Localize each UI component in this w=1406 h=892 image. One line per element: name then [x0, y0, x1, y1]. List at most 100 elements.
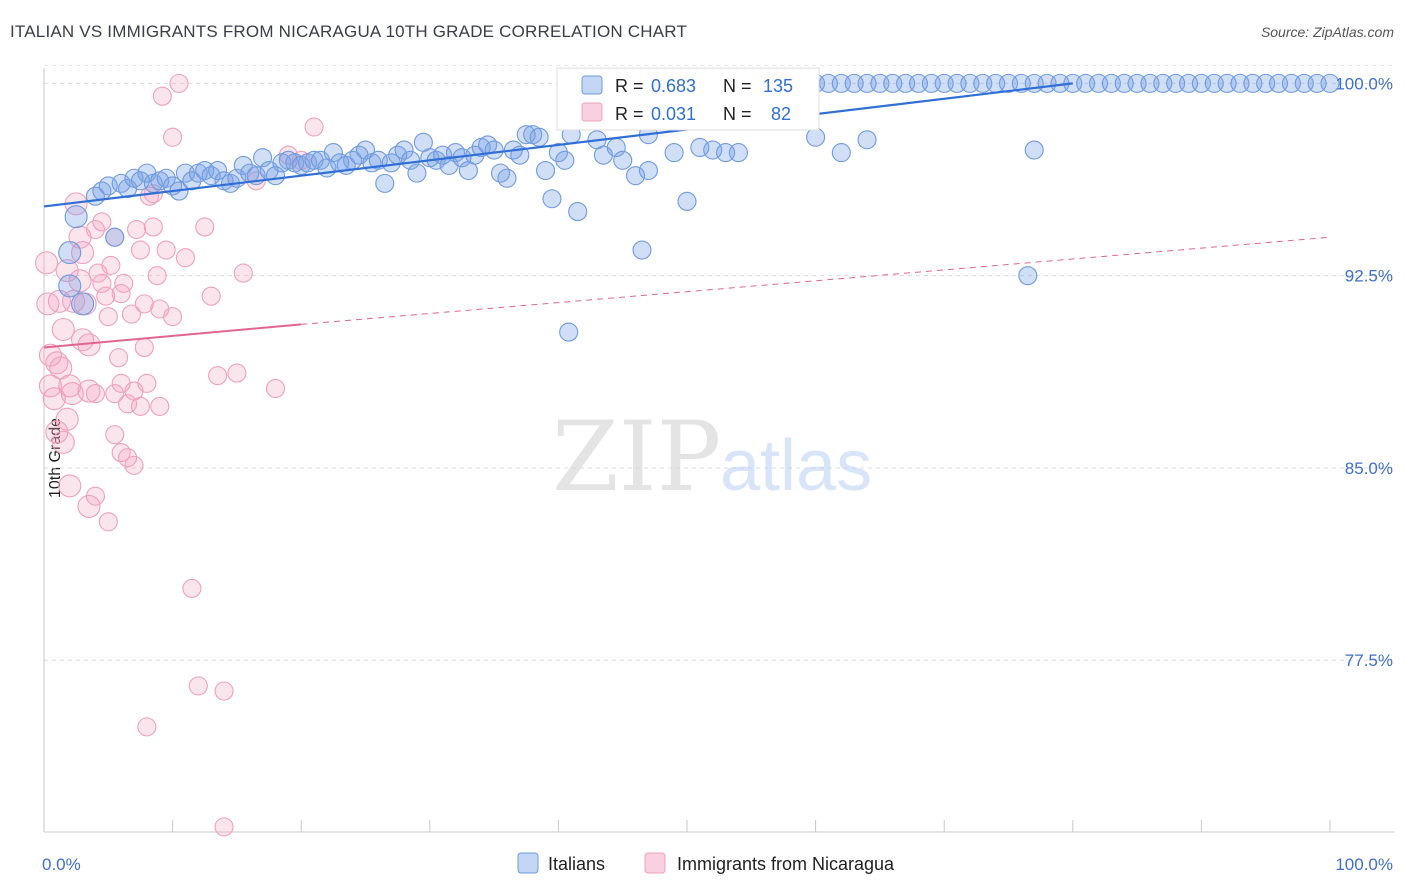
nicaragua-point	[77, 494, 101, 518]
nicaragua-point	[150, 396, 170, 416]
nicaragua-point	[105, 384, 125, 404]
italians-point	[690, 137, 710, 158]
nicaragua-point	[130, 396, 150, 416]
nicaragua-point	[137, 373, 157, 393]
nicaragua-point	[92, 212, 112, 232]
nicaragua-point	[233, 263, 253, 283]
italians-point	[394, 140, 414, 160]
nicaragua-point	[195, 217, 215, 237]
nicaragua-point	[182, 578, 202, 598]
y-tick-label: 77.5%	[1345, 651, 1393, 670]
nicaragua-point	[55, 407, 79, 431]
nicaragua-point	[55, 258, 79, 283]
legend-n-label: N =	[723, 76, 752, 96]
nicaragua-point	[62, 289, 86, 313]
nicaragua-point	[124, 455, 144, 475]
x-tick-label-min: 0.0%	[42, 855, 81, 874]
legend-r-value-italians: 0.683	[651, 76, 696, 96]
nicaragua-point	[169, 73, 189, 93]
y-tick-label: 85.0%	[1345, 459, 1393, 478]
nicaragua-point	[58, 474, 82, 498]
chart-title: ITALIAN VS IMMIGRANTS FROM NICARAGUA 10T…	[10, 22, 688, 41]
x-tick-labels: 0.0% 100.0%	[42, 855, 1393, 874]
trend-line-italians	[43, 82, 1073, 208]
nicaragua-point	[101, 255, 121, 275]
series-italians-points	[58, 73, 1340, 342]
italians-point	[323, 143, 343, 163]
italians-point	[1024, 140, 1044, 160]
italians-point	[626, 166, 646, 186]
italians-point	[105, 227, 125, 247]
italians-point	[71, 292, 95, 316]
italians-point	[407, 163, 427, 183]
italians-point	[484, 140, 504, 160]
italians-point	[831, 143, 851, 163]
legend-r-value-nicaragua: 0.031	[651, 104, 696, 124]
nicaragua-point	[121, 304, 141, 324]
stats-legend: R = 0.683 N = 135 R = 0.031 N = 82	[556, 67, 820, 131]
italians-point	[677, 191, 697, 211]
nicaragua-point	[38, 374, 62, 398]
italians-point	[1320, 73, 1340, 93]
legend-n-value-nicaragua: 82	[771, 104, 791, 124]
italians-point	[64, 205, 88, 229]
nicaragua-point	[92, 273, 112, 293]
watermark: ZIP atlas	[552, 401, 872, 513]
italians-point	[728, 143, 748, 163]
nicaragua-point	[96, 286, 116, 306]
nicaragua-point	[163, 307, 183, 327]
italians-point	[568, 202, 588, 222]
x-ticks	[43, 820, 1331, 832]
nicaragua-point	[227, 363, 247, 383]
italians-point	[1018, 266, 1038, 286]
italians-point	[156, 168, 176, 188]
legend-n-value-italians: 135	[763, 76, 793, 96]
watermark-zip: ZIP	[552, 401, 721, 513]
legend-swatch-italians	[581, 75, 603, 95]
legend-bottom-swatch-nicaragua	[644, 852, 666, 874]
nicaragua-point	[109, 348, 129, 368]
italians-point	[201, 166, 221, 186]
nicaragua-point	[60, 382, 84, 406]
italians-point	[375, 173, 395, 193]
nicaragua-point	[111, 443, 131, 463]
nicaragua-point	[188, 676, 208, 696]
italians-point	[497, 168, 517, 188]
nicaragua-point	[214, 817, 234, 837]
italians-point	[806, 127, 826, 147]
nicaragua-point	[118, 448, 138, 468]
trend-lines	[43, 82, 1331, 349]
nicaragua-point	[77, 379, 101, 403]
nicaragua-point	[127, 219, 147, 240]
y-tick-label: 92.5%	[1345, 267, 1393, 286]
italians-point	[111, 173, 131, 193]
italians-point	[638, 161, 658, 181]
nicaragua-point	[38, 343, 62, 367]
nicaragua-point	[214, 681, 234, 701]
italians-point	[208, 161, 228, 181]
nicaragua-point	[51, 430, 75, 454]
nicaragua-point	[304, 117, 324, 137]
italians-point	[58, 241, 82, 265]
legend-bottom-label-nicaragua: Immigrants from Nicaragua	[677, 854, 895, 874]
nicaragua-point	[201, 286, 221, 306]
italians-point	[233, 155, 253, 175]
trend-line-nicaragua-extension	[301, 236, 1331, 325]
nicaragua-point	[71, 241, 95, 265]
italians-point	[559, 322, 579, 342]
nicaragua-point	[98, 512, 118, 532]
nicaragua-point	[130, 240, 150, 260]
nicaragua-point	[208, 366, 228, 386]
italians-point	[58, 274, 82, 298]
italians-point	[548, 143, 568, 163]
legend-bottom-swatch-italians	[517, 852, 539, 874]
nicaragua-point	[51, 317, 75, 342]
nicaragua-point	[85, 486, 105, 506]
nicaragua-point	[265, 378, 286, 399]
watermark-atlas: atlas	[720, 426, 872, 506]
nicaragua-point	[147, 266, 167, 286]
nicaragua-point	[111, 284, 131, 304]
nicaragua-point	[35, 251, 59, 275]
italians-point	[542, 189, 562, 209]
